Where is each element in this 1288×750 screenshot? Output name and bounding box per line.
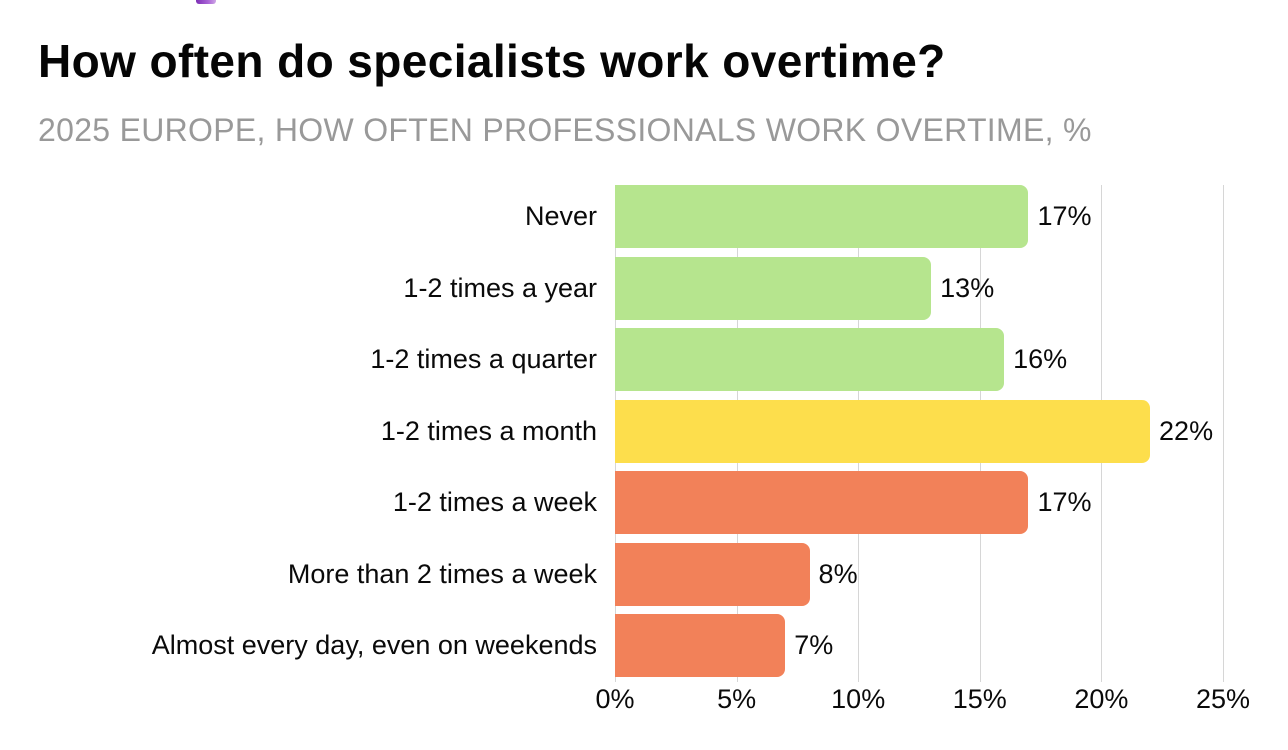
category-label: 1-2 times a month (380, 415, 597, 446)
bar-more-than-2-times-a-week (615, 542, 810, 606)
bar-almost-every-day-even-on-weekends (615, 614, 786, 677)
value-label: 22% (1159, 415, 1214, 446)
x-tick-label: 25% (1195, 684, 1251, 714)
x-tick-label: 15% (952, 684, 1007, 714)
chart-row: Almost every day, even on weekends 7% (0, 614, 1288, 677)
chart-row: 1-2 times a month 22% (0, 399, 1288, 463)
chart-row: Never 17% (0, 185, 1288, 248)
bar-never (615, 185, 1029, 248)
page-subtitle: 2025 EUROPE, HOW OFTEN PROFESSIONALS WOR… (38, 112, 1092, 148)
value-label: 7% (794, 630, 834, 660)
logo-fragment (196, 0, 216, 4)
category-label: Almost every day, even on weekends (151, 630, 597, 660)
x-tick-label: 0% (595, 684, 635, 714)
value-label: 13% (940, 272, 995, 303)
value-label: 16% (1013, 344, 1068, 374)
x-tick-label: 10% (831, 684, 886, 714)
chart-row: 1-2 times a year 13% (0, 256, 1288, 320)
bar-1-2-times-a-quarter (615, 328, 1005, 391)
category-label: 1-2 times a year (403, 272, 597, 303)
chart-row: 1-2 times a week 17% (0, 471, 1288, 534)
x-tick-label: 20% (1074, 684, 1129, 714)
bar-1-2-times-a-month (615, 399, 1151, 463)
bar-1-2-times-a-week (615, 471, 1029, 534)
value-label: 17% (1037, 487, 1092, 517)
chart-row: 1-2 times a quarter 16% (0, 328, 1288, 391)
x-tick-label: 5% (717, 684, 757, 714)
gridline-25pct (1223, 185, 1224, 682)
category-label: 1-2 times a quarter (370, 344, 597, 374)
value-label: 17% (1037, 201, 1092, 231)
chart-row: More than 2 times a week 8% (0, 542, 1288, 606)
category-label: 1-2 times a week (392, 487, 597, 517)
page-title: How often do specialists work overtime? (38, 35, 946, 87)
category-label: More than 2 times a week (287, 558, 597, 589)
bar-1-2-times-a-year (615, 256, 932, 320)
category-label: Never (524, 201, 597, 231)
value-label: 8% (818, 558, 858, 589)
